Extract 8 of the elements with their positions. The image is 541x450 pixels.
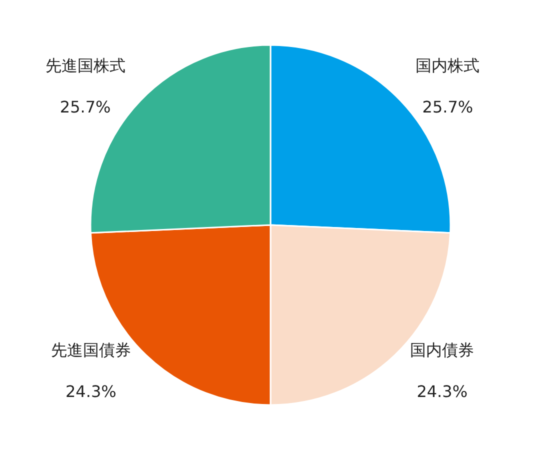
slice-label: 先進国株式 — [45, 56, 126, 75]
data-label: 24.3% — [416, 382, 468, 402]
slice-label: 国内株式 — [416, 56, 480, 75]
slice-label: 国内債券 — [410, 340, 474, 360]
data-label: 25.7% — [60, 97, 111, 116]
slice-label: 先進国債券 — [50, 340, 131, 360]
data-label: 25.7% — [422, 97, 474, 116]
data-label: 24.3% — [65, 382, 116, 402]
